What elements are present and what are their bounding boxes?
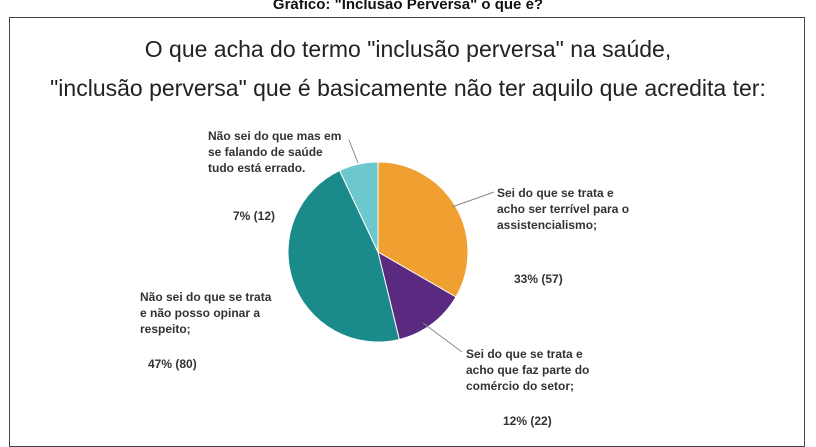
pie-slice-nao-sei [287,169,400,343]
pie-slice-comercio [377,250,457,341]
pie-chart [287,139,495,353]
pie-slice-errado [338,161,379,253]
figure-caption: Gráfico: "Inclusão Perversa" o que é? [272,0,544,13]
leader-line-errado [348,139,359,164]
leader-line-terrivel [451,191,495,208]
slice-label-errado: Não sei do que mas em se falando de saúd… [208,129,342,175]
slice-value-errado: 7% (12) [233,209,276,223]
slice-value-comercio: 12% (22) [503,414,552,428]
slice-value-terrivel: 33% (57) [514,272,563,286]
chart-title-line-1: O que acha do termo "inclusão perversa" … [144,36,672,62]
pie-slice-terrivel [377,161,469,298]
chart-title-line-2: "inclusão perversa" que é basicamente nã… [50,75,766,101]
leader-line-comercio [422,322,463,353]
slice-value-nao-sei: 47% (80) [148,357,197,371]
slice-label-terrivel: Sei do que se trata e acho ser terrível … [497,186,630,232]
slice-label-nao-sei: Não sei do que se trata e não posso opin… [140,290,272,336]
slice-label-comercio: Sei do que se trata e acho que faz parte… [466,347,590,393]
